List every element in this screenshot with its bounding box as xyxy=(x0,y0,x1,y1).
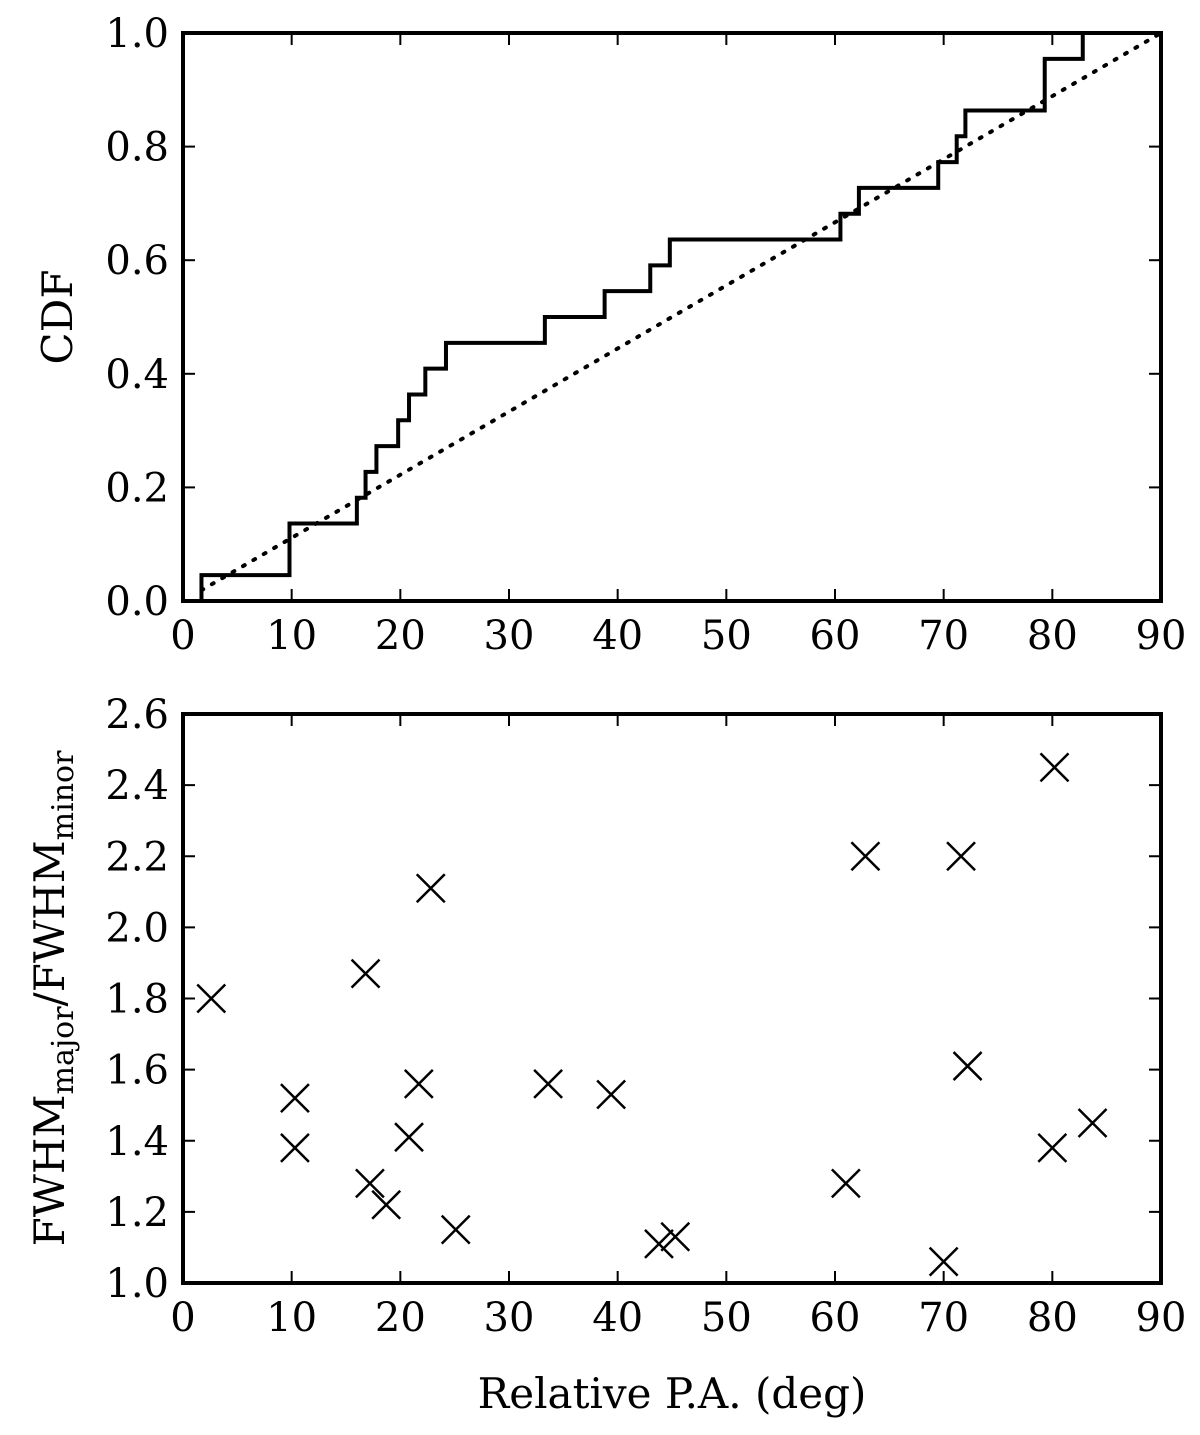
scatter-point-x-marker xyxy=(952,1051,983,1081)
cdf-xtick-label: 30 xyxy=(484,613,535,659)
cdf-xtick-label: 60 xyxy=(810,613,861,659)
cdf-ytick-label: 0.8 xyxy=(105,125,169,171)
scatter-point-x-marker xyxy=(946,841,976,872)
cdf-xtick-label: 0 xyxy=(170,613,195,659)
cdf-reference-dotted-line xyxy=(199,31,1163,593)
ratio-ytick-label: 1.6 xyxy=(105,1048,169,1094)
cdf-xtick-label: 80 xyxy=(1027,613,1078,659)
scatter-point-x-marker xyxy=(830,1168,861,1199)
cdf-step-line xyxy=(199,31,1161,601)
ratio-x-axis-label: Relative P.A. (deg) xyxy=(478,1369,867,1418)
ratio-ytick-label: 2.0 xyxy=(105,905,169,951)
cdf-y-axis-label: CDF xyxy=(33,270,82,365)
cdf-xtick-label: 50 xyxy=(701,613,752,659)
scatter-point-x-marker xyxy=(415,873,446,904)
cdf-ytick-label: 0.4 xyxy=(105,352,169,398)
ratio-ytick-label: 2.4 xyxy=(105,763,169,809)
cdf-ytick-label: 0.0 xyxy=(105,579,169,625)
ratio-panel: 0 10 20 30 40 50 60 70 80 90 1.0 1.2 1.4 1.6 1.8 2.0 2.2… xyxy=(25,692,1186,1418)
ratio-ytick-label: 2.2 xyxy=(105,834,169,880)
ratio-ticks: 0 10 20 30 40 50 60 70 80 90 1.0 1.2 1.4 1.6 1.8 2.0 2.2… xyxy=(105,692,1186,1341)
ratio-xtick-label: 20 xyxy=(375,1295,426,1341)
scatter-point-x-marker xyxy=(440,1214,471,1245)
ratio-axes-frame xyxy=(181,712,1163,1285)
cdf-ytick-label: 0.2 xyxy=(105,465,169,511)
ratio-ytick-label: 1.4 xyxy=(105,1119,169,1165)
cdf-ytick-label: 0.6 xyxy=(105,238,169,284)
ratio-ytick-label: 1.2 xyxy=(105,1190,169,1236)
scatter-point-x-marker xyxy=(660,1221,691,1252)
scatter-point-x-marker xyxy=(280,1083,310,1113)
scatter-point-x-marker xyxy=(850,841,881,872)
ratio-ytick-label: 1.8 xyxy=(105,977,169,1023)
ratio-xtick-label: 50 xyxy=(701,1295,752,1341)
cdf-xtick-label: 10 xyxy=(266,613,317,659)
ratio-plot-area xyxy=(196,752,1108,1277)
cdf-ytick-label: 1.0 xyxy=(105,11,169,57)
scatter-point-x-marker xyxy=(928,1246,959,1277)
scatter-point-x-marker xyxy=(533,1068,564,1099)
cdf-axes-frame xyxy=(181,31,1163,603)
scatter-point-x-marker xyxy=(371,1189,402,1220)
ratio-ytick-label: 2.6 xyxy=(105,692,169,738)
ylabel-separator: /FWHM xyxy=(25,840,74,1006)
cdf-xtick-label: 90 xyxy=(1136,613,1187,659)
cdf-xtick-label: 20 xyxy=(375,613,426,659)
cdf-ticks: 0 10 20 30 40 50 60 70 80 90 0.0 0.2 0.4 0.6 0.8 1.0 xyxy=(105,11,1186,659)
ylabel-fwhm-1: FWHM xyxy=(25,1094,74,1246)
ratio-y-axis-label: FWHMmajor/FWHMminor xyxy=(25,750,81,1247)
ratio-xtick-label: 60 xyxy=(810,1295,861,1341)
ratio-xtick-label: 10 xyxy=(266,1295,317,1341)
ratio-xtick-label: 30 xyxy=(484,1295,535,1341)
scatter-point-x-marker xyxy=(280,1132,310,1163)
scatter-point-x-marker xyxy=(394,1122,424,1153)
scatter-point-x-marker xyxy=(644,1228,674,1259)
cdf-plot-area xyxy=(199,31,1163,601)
ratio-xtick-label: 80 xyxy=(1027,1295,1078,1341)
scatter-point-x-marker xyxy=(1077,1108,1108,1138)
ratio-xtick-label: 40 xyxy=(592,1295,643,1341)
ylabel-sub-minor: minor xyxy=(46,750,81,840)
scatter-point-x-marker xyxy=(403,1068,434,1099)
scatter-point-x-marker xyxy=(596,1079,627,1110)
scatter-point-x-marker xyxy=(350,958,381,989)
cdf-panel: 0 10 20 30 40 50 60 70 80 90 0.0 0.2 0.4 0.6 0.8 1.0 CD… xyxy=(33,11,1186,659)
ratio-ytick-label: 1.0 xyxy=(105,1261,169,1307)
ratio-xtick-label: 70 xyxy=(918,1295,969,1341)
scatter-point-x-marker xyxy=(196,983,227,1014)
cdf-xtick-label: 40 xyxy=(592,613,643,659)
scatter-point-x-marker xyxy=(1039,752,1070,783)
cdf-xtick-label: 70 xyxy=(918,613,969,659)
ylabel-sub-major: major xyxy=(46,1006,81,1095)
scatter-point-x-marker xyxy=(355,1168,385,1199)
ratio-xtick-label: 90 xyxy=(1136,1295,1187,1341)
scatter-point-x-marker xyxy=(1037,1132,1068,1163)
ratio-xtick-label: 0 xyxy=(170,1295,195,1341)
